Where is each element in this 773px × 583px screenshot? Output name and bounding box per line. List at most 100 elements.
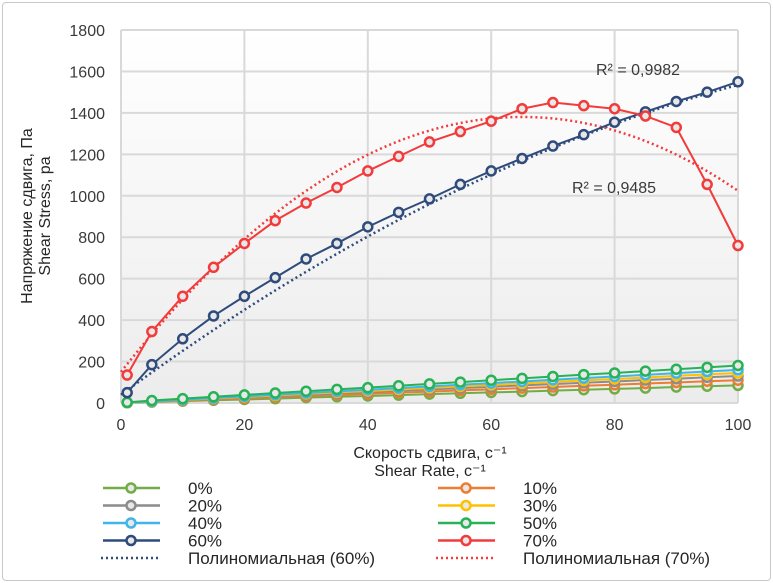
- legend-entry-20%: 20%: [103, 497, 222, 516]
- data-point: [300, 385, 312, 397]
- x-tick-label: 80: [606, 417, 624, 434]
- data-point: [516, 102, 528, 115]
- legend-entry-0%: 0%: [103, 479, 213, 498]
- legend-label: Полиномиальная (60%): [188, 549, 375, 568]
- y-tick-label: 1200: [69, 147, 105, 164]
- data-point: [454, 178, 467, 191]
- legend-entry-70%: 70%: [438, 532, 557, 551]
- legend-label: 70%: [523, 532, 557, 551]
- data-point: [732, 76, 744, 88]
- data-point: [176, 333, 189, 345]
- data-point: [269, 387, 281, 399]
- legend-entry-10%: 10%: [438, 479, 557, 498]
- data-point: [423, 193, 436, 205]
- legend: 0% 10% 20% 30% 40% 50% 60% 70% Полиномиальная (6…: [101, 479, 710, 568]
- data-point: [331, 237, 343, 250]
- data-point: [146, 358, 158, 371]
- data-point: [392, 150, 405, 163]
- legend-marker: [125, 517, 137, 529]
- y-tick-label: 1600: [69, 64, 105, 81]
- x-tick-label: 60: [482, 417, 500, 434]
- data-point: [454, 376, 467, 388]
- data-point: [121, 396, 133, 409]
- legend-marker: [125, 534, 137, 547]
- x-tick-label: 40: [359, 417, 377, 434]
- data-point: [485, 115, 497, 127]
- data-point: [485, 374, 497, 386]
- legend-entry-30%: 30%: [438, 497, 557, 516]
- data-point: [670, 121, 683, 134]
- data-point: [423, 136, 436, 148]
- data-point: [207, 310, 220, 322]
- legend-marker: [460, 499, 472, 512]
- data-point: [670, 95, 683, 108]
- data-point: [207, 391, 220, 403]
- y-tick-label: 0: [96, 396, 105, 413]
- data-point: [516, 372, 528, 385]
- data-point: [176, 392, 189, 405]
- data-point: [732, 239, 744, 252]
- data-point: [146, 325, 158, 338]
- data-point: [331, 181, 343, 194]
- x-tick-label: 0: [117, 417, 126, 434]
- data-point: [362, 221, 374, 233]
- legend-entry-60%: 60%: [103, 532, 222, 551]
- y-tick-label: 400: [78, 313, 105, 330]
- legend-label: 60%: [188, 532, 222, 551]
- data-point: [608, 116, 621, 128]
- legend-marker: [125, 499, 137, 512]
- data-point: [121, 369, 133, 381]
- data-point: [392, 206, 405, 219]
- data-point: [670, 363, 683, 375]
- legend-marker: [125, 482, 137, 494]
- data-point: [146, 394, 158, 407]
- data-point: [701, 178, 713, 191]
- data-point: [547, 140, 559, 152]
- series-60%: [121, 76, 744, 399]
- data-point: [238, 237, 251, 250]
- data-point: [547, 370, 559, 383]
- x-tick-label: 20: [236, 417, 254, 434]
- data-point: [578, 99, 590, 112]
- data-point: [701, 361, 713, 374]
- data-point: [608, 102, 621, 115]
- legend-entry-Полиномиальная (60%): Полиномиальная (60%): [101, 549, 375, 568]
- legend-entry-50%: 50%: [438, 514, 557, 533]
- data-point: [485, 165, 497, 177]
- data-point: [269, 214, 281, 227]
- legend-label: Полиномиальная (70%): [523, 549, 710, 568]
- legend-marker: [460, 534, 472, 547]
- series-50%: [121, 359, 744, 409]
- y-tick-label: 1400: [69, 106, 105, 123]
- r2-label-70: R² = 0,9485: [572, 180, 656, 197]
- y-tick-label: 1800: [69, 23, 105, 40]
- data-point: [639, 365, 652, 377]
- legend-marker: [460, 482, 472, 494]
- data-point: [639, 110, 652, 122]
- data-point: [121, 386, 133, 399]
- data-point: [331, 383, 343, 396]
- data-point: [578, 128, 590, 141]
- y-tick-label: 800: [78, 230, 105, 247]
- data-point: [362, 381, 374, 394]
- y-tick-label: 1000: [69, 189, 105, 206]
- y-axis-title-ru: Напряжение сдвига, Па: [19, 128, 36, 304]
- data-point: [454, 125, 467, 138]
- plot-area: [121, 30, 738, 403]
- r2-label-60: R² = 0,9982: [596, 62, 680, 79]
- data-point: [578, 368, 590, 381]
- data-point: [701, 86, 713, 98]
- legend-label: 10%: [523, 479, 557, 498]
- data-point: [300, 253, 312, 265]
- data-point: [300, 197, 312, 209]
- x-axis-title-ru: Скорость сдвига, с⁻¹: [353, 445, 506, 462]
- data-point: [516, 152, 528, 165]
- data-point: [547, 96, 559, 109]
- trendline-60%: [120, 83, 739, 396]
- legend-entry-40%: 40%: [103, 514, 222, 533]
- data-point: [269, 271, 281, 284]
- y-tick-label: 200: [78, 355, 105, 372]
- legend-entry-Полиномиальная (70%): Полиномиальная (70%): [436, 549, 710, 568]
